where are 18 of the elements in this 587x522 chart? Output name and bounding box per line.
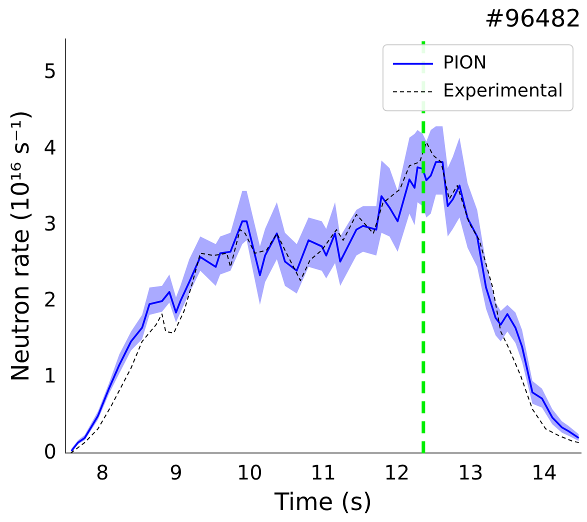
x-tick-label: 8 <box>96 460 109 484</box>
y-tick-label: 4 <box>44 135 57 160</box>
x-tick-label: 13 <box>458 460 484 484</box>
y-tick-label: 5 <box>44 59 57 84</box>
legend-label: PION <box>442 52 487 74</box>
x-tick-label: 14 <box>531 460 557 484</box>
legend-label: Experimental <box>442 80 564 102</box>
x-axis-title: Time (s) <box>273 488 372 516</box>
y-axis-title: Neutron rate (10¹⁶ s⁻¹) <box>6 110 35 382</box>
chart-title: #96482 <box>484 4 581 33</box>
y-tick-label: 0 <box>44 439 57 464</box>
y-tick-label: 1 <box>44 363 57 388</box>
x-tick-label: 9 <box>170 460 182 484</box>
y-tick-label: 2 <box>44 287 57 312</box>
x-tick-label: 10 <box>236 460 262 484</box>
x-tick-label: 11 <box>310 460 336 484</box>
y-tick-label: 3 <box>44 211 57 236</box>
x-tick-label: 12 <box>384 460 410 484</box>
